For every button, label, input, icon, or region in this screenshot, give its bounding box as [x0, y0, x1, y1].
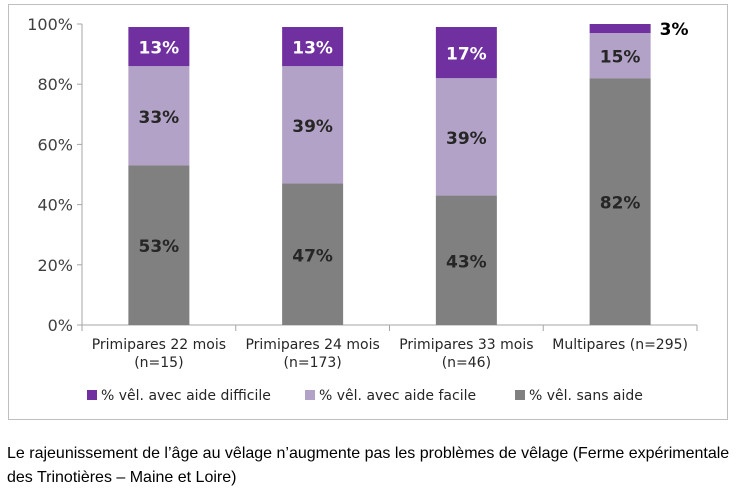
- legend-label: % vêl. sans aide: [529, 388, 643, 404]
- y-tick-label: 100%: [27, 15, 73, 34]
- category-label: Multipares (n=295): [552, 337, 688, 353]
- data-label: 13%: [292, 39, 333, 59]
- data-label: 47%: [292, 246, 333, 266]
- y-tick-label: 40%: [37, 196, 73, 215]
- legend-swatch: [515, 390, 525, 400]
- legend-swatch: [305, 390, 315, 400]
- bar-segment: [589, 24, 651, 34]
- y-tick-label: 0%: [48, 316, 73, 335]
- bar-segment: [589, 78, 651, 326]
- category-label: (n=46): [442, 355, 491, 371]
- data-label: 53%: [139, 237, 180, 257]
- bar-segment: [282, 27, 344, 67]
- bar-segment: [282, 183, 344, 325]
- data-label: 43%: [446, 252, 487, 272]
- bar-segment: [128, 27, 190, 67]
- bar-segment: [589, 33, 651, 79]
- legend-swatch: [87, 390, 97, 400]
- data-label: 82%: [600, 194, 641, 214]
- data-label: 33%: [139, 108, 180, 128]
- stacked-bar-chart: 0% 20% 40% 60% 80% 100% 53% 33% 13% Primipares 22…: [27, 15, 698, 404]
- data-label: 15%: [600, 48, 641, 68]
- data-label: 3%: [660, 20, 689, 40]
- category-label: (n=15): [134, 355, 183, 371]
- bar-segment: [435, 195, 497, 325]
- y-tick-label: 20%: [37, 256, 73, 275]
- bar-segment: [435, 27, 497, 79]
- category-label: Primipares 33 mois: [399, 337, 533, 353]
- data-label: 39%: [292, 117, 333, 137]
- bar-segment: [282, 66, 344, 184]
- y-tick-label: 80%: [37, 75, 73, 94]
- legend-label: % vêl. avec aide facile: [319, 388, 476, 404]
- data-label: 17%: [446, 45, 487, 65]
- category-label: Primipares 24 mois: [245, 337, 379, 353]
- data-label: 39%: [446, 129, 487, 149]
- chart-frame: 0% 20% 40% 60% 80% 100% 53% 33% 13% Primipares 22…: [8, 4, 728, 420]
- bar-segment: [128, 165, 190, 325]
- data-label: 13%: [139, 39, 180, 59]
- y-tick-label: 60%: [37, 135, 73, 154]
- bar-segment: [435, 78, 497, 196]
- bar-segment: [128, 66, 190, 166]
- category-label: Primipares 22 mois: [92, 337, 226, 353]
- figure-caption: Le rajeunissement de l’âge au vêlage n’a…: [7, 445, 730, 486]
- category-label: (n=173): [284, 355, 342, 371]
- legend-label: % vêl. avec aide difficile: [101, 388, 271, 404]
